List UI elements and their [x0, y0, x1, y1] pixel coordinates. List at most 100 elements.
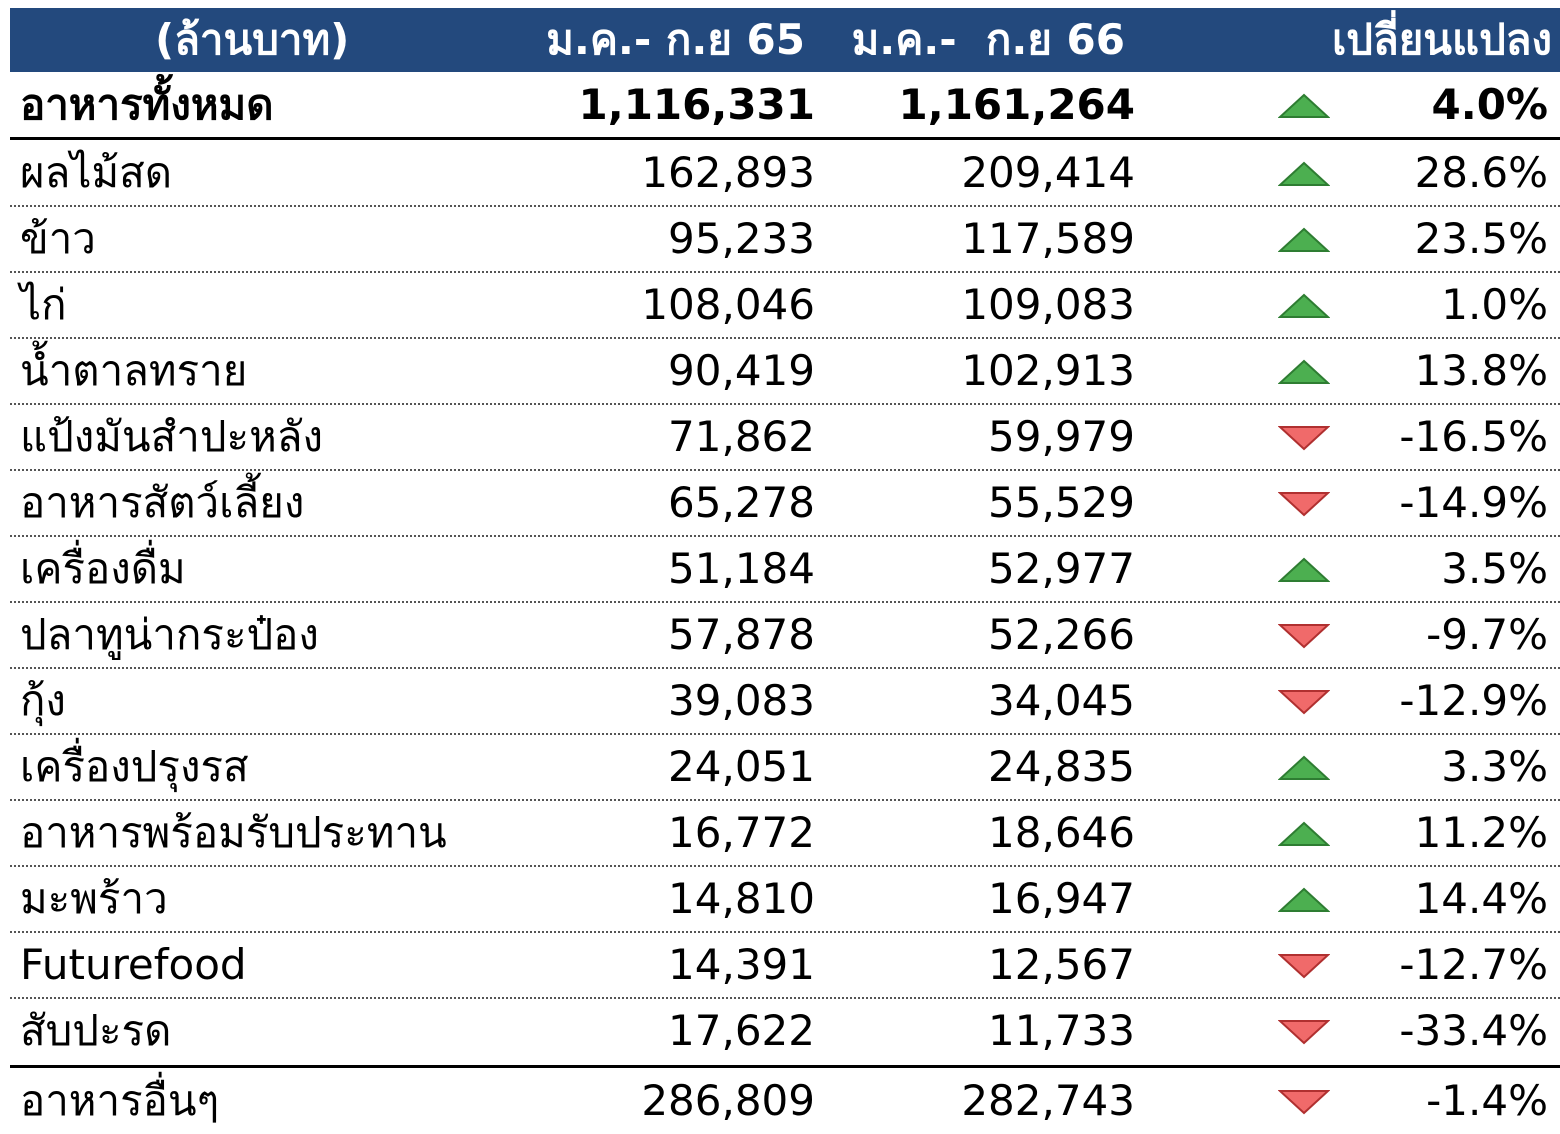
- table-row: อาหารทั้งหมด 1,116,331 1,161,264 4.0%: [10, 72, 1560, 138]
- value-66: 24,835: [988, 742, 1135, 791]
- table-row: ข้าว 95,233 117,589 23.5%: [10, 206, 1560, 272]
- table-row: น้ำตาลทราย 90,419 102,913 13.8%: [10, 338, 1560, 404]
- value-65: 51,184: [668, 544, 815, 593]
- item-name: สับปะรด: [20, 1006, 172, 1055]
- table-row: (ล้านบาท) ม.ค.- ก.ย 65 ม.ค.- ก.ย 66 เปลี่ยน…: [10, 8, 1560, 72]
- value-65: 90,419: [668, 346, 815, 395]
- item-name: ผลไม้สด: [20, 148, 173, 197]
- down-arrow: [1278, 426, 1330, 451]
- change: -9.7%: [1426, 610, 1548, 659]
- up-arrow: [1278, 887, 1330, 912]
- change: เปลี่ยนแปลง: [1331, 15, 1552, 64]
- separator: [10, 601, 1560, 603]
- item-name: เครื่องดื่ม: [20, 544, 186, 593]
- item-name: แป้งมันสำปะหลัง: [20, 412, 324, 461]
- value-66: 16,947: [988, 874, 1135, 923]
- table-row: กุ้ง 39,083 34,045 -12.9%: [10, 668, 1560, 734]
- up-arrow: [1278, 161, 1330, 186]
- arrow-shape: [1278, 492, 1330, 517]
- value-65: 16,772: [668, 808, 815, 857]
- table-row: ไก่ 108,046 109,083 1.0%: [10, 272, 1560, 338]
- item-name: เครื่องปรุงรส: [20, 742, 249, 791]
- arrow-shape: [1278, 624, 1330, 649]
- value-66: ม.ค.- ก.ย 66: [851, 15, 1125, 64]
- item-name: Futurefood: [20, 940, 247, 989]
- table-row: Futurefood 14,391 12,567 -12.7%: [10, 932, 1560, 998]
- arrow-shape: [1278, 1090, 1330, 1115]
- change: 3.5%: [1441, 544, 1548, 593]
- value-65: 17,622: [668, 1006, 815, 1055]
- down-arrow: [1278, 1020, 1330, 1045]
- arrow-shape: [1278, 359, 1330, 384]
- change: -1.4%: [1426, 1076, 1548, 1125]
- arrow-shape: [1278, 227, 1330, 252]
- separator: [10, 667, 1560, 669]
- down-arrow: [1278, 624, 1330, 649]
- table-row: เครื่องดื่ม 51,184 52,977 3.5%: [10, 536, 1560, 602]
- value-66: 18,646: [988, 808, 1135, 857]
- table-row: เครื่องปรุงรส 24,051 24,835 3.3%: [10, 734, 1560, 800]
- up-arrow: [1278, 557, 1330, 582]
- change: 14.4%: [1414, 874, 1548, 923]
- item-name: อาหารทั้งหมด: [20, 80, 274, 129]
- value-65: 65,278: [668, 478, 815, 527]
- down-arrow: [1278, 492, 1330, 517]
- change: -16.5%: [1399, 412, 1548, 461]
- value-66: 52,977: [988, 544, 1135, 593]
- item-name: ปลาทูน่ากระป๋อง: [20, 610, 319, 659]
- value-65: 286,809: [641, 1076, 815, 1125]
- separator: [10, 337, 1560, 339]
- up-arrow: [1278, 293, 1330, 318]
- separator: [10, 205, 1560, 207]
- table-row: ผลไม้สด 162,893 209,414 28.6%: [10, 140, 1560, 206]
- value-66: 34,045: [988, 676, 1135, 725]
- change: 1.0%: [1441, 280, 1548, 329]
- value-66: 11,733: [988, 1006, 1135, 1055]
- value-65: 39,083: [668, 676, 815, 725]
- arrow-shape: [1278, 690, 1330, 715]
- separator: [10, 997, 1560, 999]
- arrow-shape: [1278, 161, 1330, 186]
- value-66: 117,589: [961, 214, 1135, 263]
- table-row: มะพร้าว 14,810 16,947 14.4%: [10, 866, 1560, 932]
- item-name: ข้าว: [20, 214, 96, 263]
- change: -33.4%: [1399, 1006, 1548, 1055]
- up-arrow: [1278, 755, 1330, 780]
- item-name: อาหารอื่นๆ: [20, 1076, 220, 1125]
- up-arrow: [1278, 821, 1330, 846]
- arrow-shape: [1278, 821, 1330, 846]
- arrow-shape: [1278, 557, 1330, 582]
- up-arrow: [1278, 227, 1330, 252]
- change: 4.0%: [1431, 80, 1548, 129]
- separator: [10, 733, 1560, 735]
- value-65: 24,051: [668, 742, 815, 791]
- separator: [10, 271, 1560, 273]
- up-arrow: [1278, 359, 1330, 384]
- value-65: 14,391: [668, 940, 815, 989]
- arrow-shape: [1278, 887, 1330, 912]
- separator: [10, 535, 1560, 537]
- change: -12.7%: [1399, 940, 1548, 989]
- change: 13.8%: [1414, 346, 1548, 395]
- value-65: 14,810: [668, 874, 815, 923]
- item-name: อาหารพร้อมรับประทาน: [20, 808, 447, 857]
- value-66: 109,083: [961, 280, 1135, 329]
- arrow-shape: [1278, 293, 1330, 318]
- value-66: 59,979: [988, 412, 1135, 461]
- arrow-shape: [1278, 93, 1330, 118]
- arrow-shape: [1278, 426, 1330, 451]
- change: 3.3%: [1441, 742, 1548, 791]
- down-arrow: [1278, 690, 1330, 715]
- value-66: 102,913: [961, 346, 1135, 395]
- item-name: (ล้านบาท): [155, 15, 350, 64]
- value-65: 95,233: [668, 214, 815, 263]
- down-arrow: [1278, 954, 1330, 979]
- table-row: ปลาทูน่ากระป๋อง 57,878 52,266 -9.7%: [10, 602, 1560, 668]
- value-65: 108,046: [641, 280, 815, 329]
- separator: [10, 865, 1560, 867]
- up-arrow: [1278, 93, 1330, 118]
- table-row: แป้งมันสำปะหลัง 71,862 59,979 -16.5%: [10, 404, 1560, 470]
- table-row: อาหารอื่นๆ 286,809 282,743 -1.4%: [10, 1068, 1560, 1134]
- separator: [10, 403, 1560, 405]
